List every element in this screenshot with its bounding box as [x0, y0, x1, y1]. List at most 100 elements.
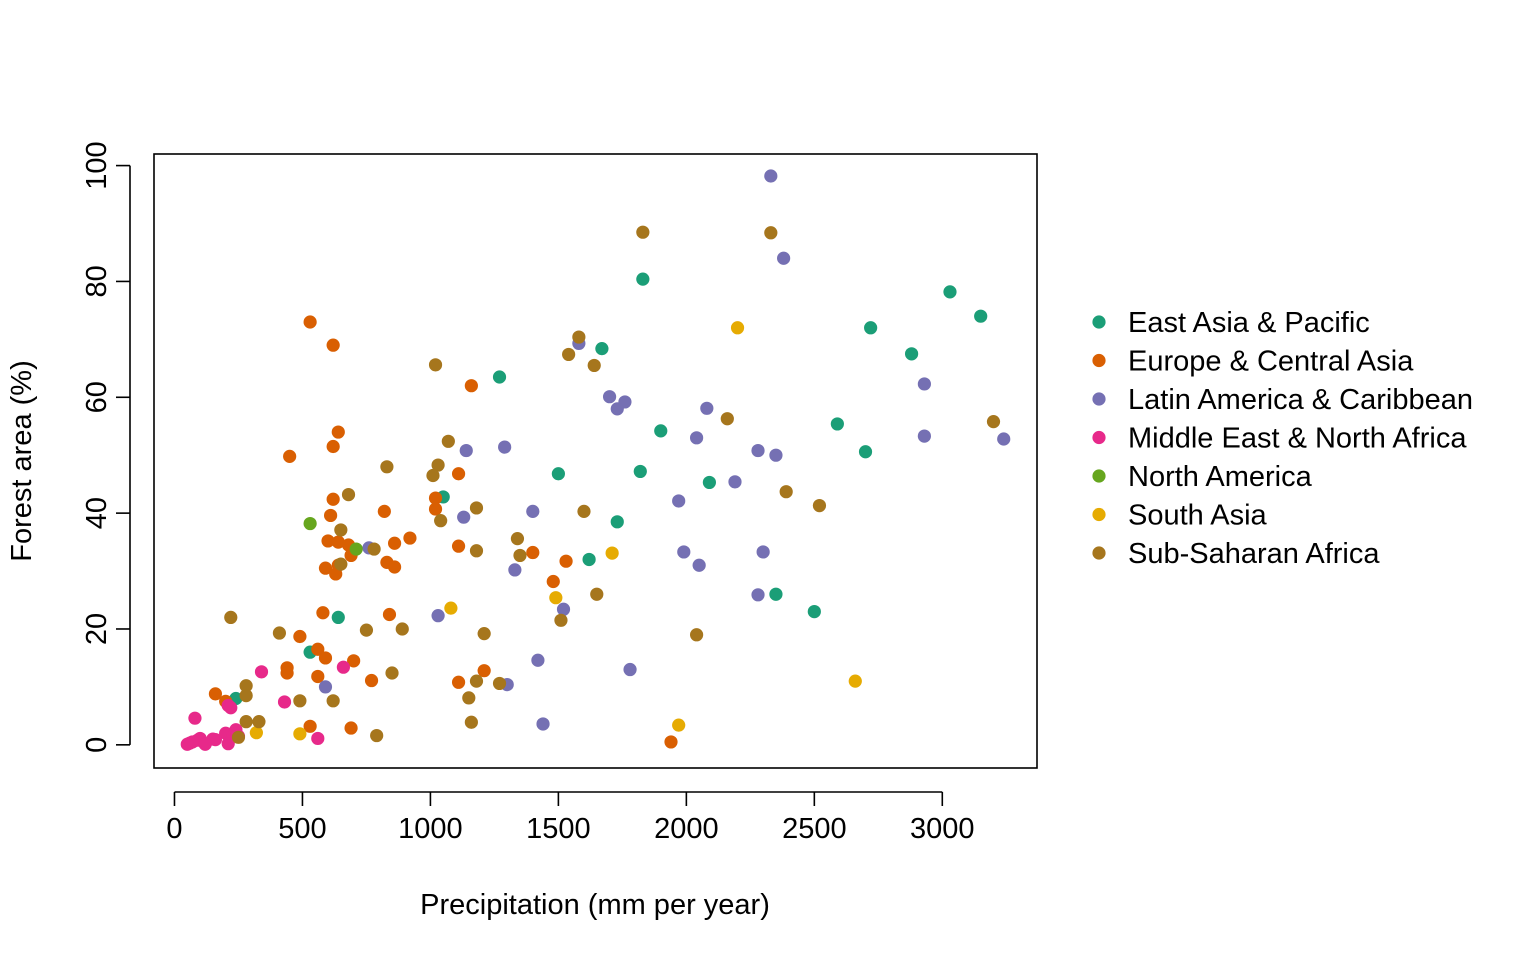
data-point	[549, 591, 563, 605]
data-point	[382, 607, 397, 622]
data-point	[498, 440, 512, 454]
data-point	[318, 561, 333, 575]
x-tick-label: 0	[166, 813, 182, 845]
data-point	[277, 695, 292, 709]
legend-marker	[1092, 546, 1106, 560]
data-point	[469, 544, 484, 558]
data-point	[326, 492, 340, 506]
data-point	[764, 169, 778, 183]
data-point	[318, 651, 333, 665]
data-point	[403, 531, 417, 545]
data-point	[364, 673, 379, 688]
data-point	[459, 443, 473, 458]
data-point	[751, 588, 765, 602]
data-point	[347, 654, 361, 668]
data-point	[349, 542, 363, 556]
data-point	[380, 460, 394, 474]
x-tick-label: 2500	[782, 813, 847, 845]
data-point	[590, 587, 604, 601]
data-point	[331, 425, 345, 439]
data-point	[224, 610, 238, 624]
legend-marker	[1092, 507, 1106, 522]
data-point	[677, 545, 691, 559]
data-point	[730, 321, 745, 335]
data-point	[689, 628, 704, 642]
data-point	[610, 402, 624, 416]
x-axis: 0 500 1000 1500 2000 2500 3000	[166, 791, 975, 845]
data-point	[595, 342, 609, 356]
data-point	[582, 552, 596, 567]
legend-item: Latin America & Caribbean	[1092, 384, 1473, 416]
data-point	[917, 429, 931, 443]
data-point	[636, 225, 650, 239]
data-point	[777, 251, 791, 265]
data-point	[764, 226, 778, 240]
data-point	[577, 504, 591, 518]
y-tick-label: 80	[81, 265, 113, 297]
data-point	[605, 546, 619, 560]
data-point	[464, 715, 478, 729]
legend-item: Sub-Saharan Africa	[1092, 538, 1380, 570]
data-point	[444, 601, 458, 615]
data-point	[812, 499, 827, 513]
data-point	[303, 516, 317, 531]
data-point	[917, 377, 931, 391]
data-point	[848, 674, 862, 688]
data-point	[559, 554, 573, 568]
data-point	[326, 439, 340, 454]
data-point	[451, 539, 466, 553]
data-point	[334, 523, 348, 537]
data-point	[508, 563, 522, 577]
y-axis: 0 20 40 60 80 100	[81, 141, 131, 753]
data-point	[633, 464, 647, 479]
data-point	[326, 338, 340, 352]
data-point	[316, 606, 330, 620]
data-point	[531, 653, 545, 667]
data-point	[700, 401, 714, 415]
legend-item: South Asia	[1092, 500, 1268, 532]
legend-label: Europe & Central Asia	[1128, 346, 1414, 378]
legend-marker	[1092, 469, 1106, 483]
legend-label: East Asia & Pacific	[1128, 307, 1370, 339]
data-point	[510, 532, 525, 546]
legend-marker	[1092, 353, 1106, 368]
data-point	[986, 415, 1001, 429]
data-point	[311, 642, 325, 656]
data-points	[180, 169, 1011, 751]
data-point	[249, 726, 263, 740]
data-point	[536, 717, 550, 731]
legend-label: Latin America & Caribbean	[1128, 384, 1473, 416]
data-point	[221, 737, 235, 751]
data-point	[231, 730, 246, 744]
data-point	[779, 485, 793, 499]
data-point	[224, 701, 238, 715]
data-point	[188, 711, 202, 725]
data-point	[434, 514, 448, 528]
data-point	[428, 502, 443, 516]
data-point	[331, 535, 345, 549]
data-point	[864, 321, 878, 335]
data-point	[431, 458, 445, 472]
data-point	[311, 731, 325, 746]
data-point	[526, 504, 540, 518]
plot-frame	[153, 153, 1038, 769]
data-point	[239, 715, 253, 729]
data-point	[303, 315, 317, 329]
data-point	[769, 448, 783, 462]
data-point	[469, 501, 484, 515]
data-point	[556, 602, 571, 616]
y-tick-label: 40	[81, 497, 113, 529]
data-point	[198, 737, 212, 751]
legend-item: North America	[1092, 461, 1313, 493]
data-point	[464, 379, 478, 393]
data-point	[293, 727, 307, 741]
data-point	[344, 721, 358, 735]
data-point	[654, 424, 668, 438]
legend: East Asia & Pacific Europe & Central Asia…	[1092, 307, 1473, 570]
data-point	[997, 432, 1011, 446]
data-point	[623, 662, 637, 677]
data-point	[208, 687, 223, 701]
y-axis-title: Forest area (%)	[6, 360, 38, 561]
data-point	[239, 679, 253, 693]
